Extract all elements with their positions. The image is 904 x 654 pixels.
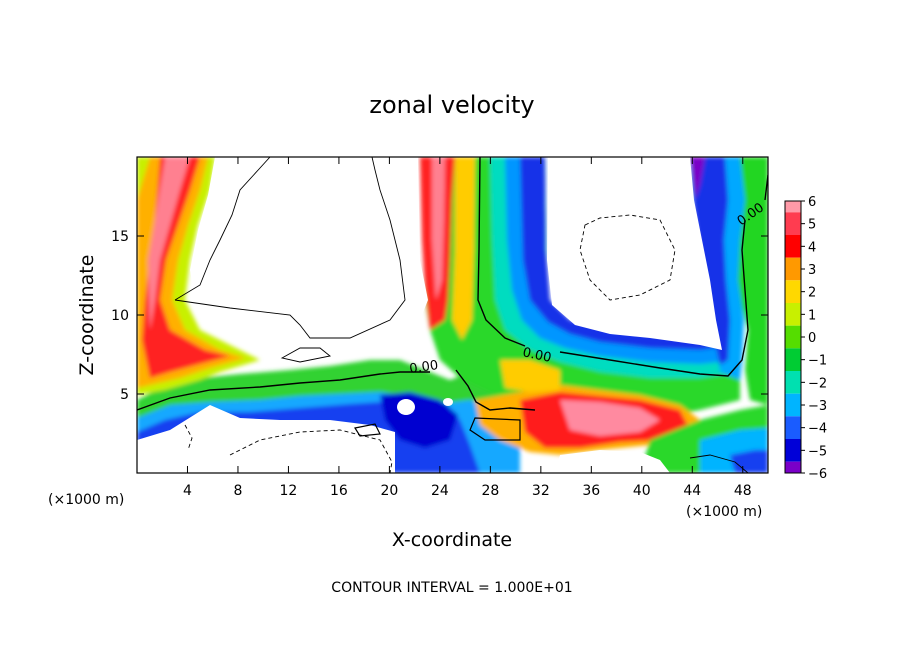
colorbar-tick-label: 6 [808,195,816,210]
contour-label: 0.00 [408,358,439,377]
velocity-field [137,157,768,473]
x-unit-note-right: (×1000 m) [686,504,762,520]
y-axis-label: Z-coordinate [76,255,98,376]
colorbar-swatch [785,303,801,326]
x-tick-label: 16 [330,483,348,499]
colorbar-swatch [785,461,801,473]
colorbar-tick-label: 3 [808,263,816,278]
x-axis-ticks: 4 8 12 16 20 24 28 32 36 40 44 48 [183,157,752,499]
colorbar-tick-label: −3 [808,399,827,414]
y-axis-ticks: 5 10 15 [111,229,768,403]
x-tick-label: 40 [633,483,651,499]
contour-label: 0.00 [521,345,552,366]
colorbar-tick-label: −1 [808,354,827,369]
x-tick-label: 36 [582,483,600,499]
y-tick-label: 10 [111,308,129,324]
contour-interval-note: CONTOUR INTERVAL = 1.000E+01 [331,580,572,596]
contour-lines [137,157,768,473]
colorbar-tick-label: −2 [808,376,827,391]
x-tick-label: 20 [380,483,398,499]
y-tick-label: 15 [111,229,129,245]
x-axis-label: X-coordinate [392,529,512,551]
colorbar-swatch [785,393,801,417]
y-tick-label: 5 [120,387,129,403]
colorbar: 6 5 4 3 2 1 0 −1 −2 −3 −4 −5 −6 [784,195,827,482]
x-tick-label: 28 [481,483,499,499]
colorbar-swatch [785,280,801,303]
colorbar-swatch [785,325,801,349]
colorbar-tick-label: 5 [808,218,816,233]
colorbar-swatch [785,257,801,281]
colorbar-swatch [785,416,801,439]
colorbar-swatch [785,201,801,213]
x-tick-label: 8 [233,483,242,499]
x-tick-label: 48 [734,483,752,499]
colorbar-swatch [785,371,801,394]
colorbar-tick-label: −5 [808,444,827,459]
colorbar-tick-label: −4 [808,422,827,437]
colorbar-swatch [785,348,801,371]
x-tick-label: 32 [532,483,550,499]
x-tick-label: 4 [183,483,192,499]
colorbar-swatch [785,212,801,235]
x-tick-label: 44 [683,483,701,499]
colorbar-tick-label: 1 [808,308,816,323]
colorbar-tick-label: 0 [808,331,816,346]
x-unit-note-left: (×1000 m) [48,492,124,508]
colorbar-tick-label: −6 [808,467,827,482]
chart-title: zonal velocity [369,91,534,119]
colorbar-swatch [785,235,801,258]
colorbar-swatch [785,439,801,462]
x-tick-label: 12 [280,483,298,499]
colorbar-tick-label: 4 [808,240,816,255]
x-tick-label: 24 [431,483,449,499]
colorbar-tick-label: 2 [808,286,816,301]
